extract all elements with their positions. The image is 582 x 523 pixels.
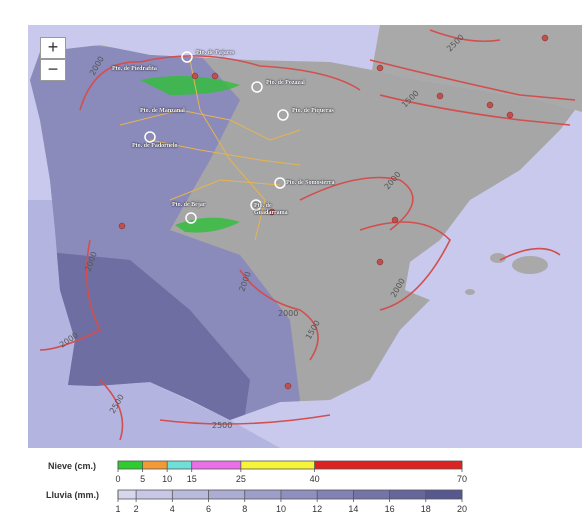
legend-tick-label: 2: [134, 504, 139, 514]
island: [512, 256, 548, 274]
legend-tick-label: 6: [206, 504, 211, 514]
pass-marker: [251, 81, 263, 93]
legend-segment: [167, 461, 192, 469]
legend-tick-label: 4: [170, 504, 175, 514]
station: [118, 222, 126, 230]
legend-tick-label: 12: [312, 504, 322, 514]
contour: [239, 269, 319, 361]
station: [376, 258, 384, 266]
legend-tick-label: 16: [385, 504, 395, 514]
legend-segment: [142, 461, 168, 469]
legend-title: Nieve (cm.): [48, 461, 96, 471]
island: [490, 253, 506, 263]
legend-tick-label: 10: [276, 504, 286, 514]
station: [486, 101, 494, 109]
pass-marker: [274, 177, 286, 189]
legend-tick-label: 10: [162, 474, 172, 484]
legend-tick-label: 14: [348, 504, 358, 514]
contour: [379, 94, 571, 126]
legend-tick-label: 15: [187, 474, 197, 484]
legend-tick-label: 5: [140, 474, 145, 484]
france: [372, 25, 582, 112]
roads: [119, 59, 301, 241]
legend-segment: [191, 461, 241, 469]
legend-tick-label: 18: [421, 504, 431, 514]
station: [391, 216, 399, 224]
legend-segment: [389, 490, 426, 499]
zoom-out-button[interactable]: −: [40, 59, 66, 81]
pass-marker: [250, 199, 262, 211]
legend-segment: [136, 490, 173, 499]
legend-tick-label: 8: [242, 504, 247, 514]
legend-segment: [425, 490, 462, 499]
station: [541, 34, 549, 42]
pass-label: Pto. de Guadarrama: [254, 203, 288, 216]
legend-title: Lluvia (mm.): [46, 490, 99, 500]
zoom-in-button[interactable]: +: [40, 37, 66, 59]
legend-segment: [317, 490, 354, 499]
station: [436, 92, 444, 100]
road: [169, 179, 281, 201]
snow-patch: [140, 76, 240, 95]
contour: [99, 379, 124, 441]
pass-marker: [277, 109, 289, 121]
legend-tick-label: 0: [115, 474, 120, 484]
pass-label: Pto. de Béjar: [172, 202, 206, 208]
station: [211, 72, 219, 80]
legend-segment: [118, 490, 137, 499]
pass-marker: [144, 131, 156, 143]
contours: [39, 29, 576, 441]
stations: [118, 34, 549, 390]
station: [506, 111, 514, 119]
legend-tick-label: 1: [115, 504, 120, 514]
road: [119, 109, 301, 141]
legend-segment: [280, 490, 318, 499]
legend-tick-label: 25: [236, 474, 246, 484]
legend-segment: [172, 490, 209, 499]
legend-tick-label: 20: [457, 504, 467, 514]
legend-segment: [314, 461, 462, 469]
legend: Nieve (cm.) Lluvia (mm.) 0 5 10 15 25 40 701 2 4…: [46, 460, 467, 514]
road: [149, 139, 301, 166]
pass-markers: [144, 51, 289, 224]
legend-segment: [208, 490, 245, 499]
contour: [369, 59, 576, 101]
map: 2000 2500 1500 2000 2000 2000 2000 2000 …: [28, 25, 582, 448]
station: [191, 72, 199, 80]
road: [189, 59, 266, 241]
station: [268, 208, 276, 216]
legend-segment: [118, 461, 143, 469]
station: [376, 64, 384, 72]
pass-marker: [181, 51, 193, 63]
legend-tick-label: 70: [457, 474, 467, 484]
contour-label: 2500: [212, 421, 232, 430]
contour: [39, 239, 102, 351]
legend-segment: [240, 461, 315, 469]
contour: [429, 29, 501, 43]
pass-label: Pto. de Padornelo: [132, 143, 178, 149]
pass-label: Pto. de Piqueras: [292, 108, 334, 114]
island: [465, 289, 475, 295]
sea-shade: [28, 200, 280, 448]
contour-label: 2000: [278, 309, 298, 318]
legend-segment: [244, 490, 281, 499]
pass-label: Pto. de Pajares: [196, 50, 235, 56]
pass-label: Pto. de Pozazal: [266, 80, 305, 86]
snow-patch: [175, 217, 240, 233]
pass-label: Pto. de Somosierra: [286, 180, 335, 186]
contour: [299, 176, 414, 231]
pass-label: Pto. de Piedrafita: [112, 66, 157, 72]
pass-marker: [185, 212, 197, 224]
contour: [159, 414, 331, 425]
contour: [79, 55, 361, 111]
pass-label: Pto. de Manzanal: [140, 108, 185, 114]
contour: [499, 247, 561, 261]
legend-tick-label: 40: [310, 474, 320, 484]
legend-segment: [353, 490, 390, 499]
station: [284, 382, 292, 390]
